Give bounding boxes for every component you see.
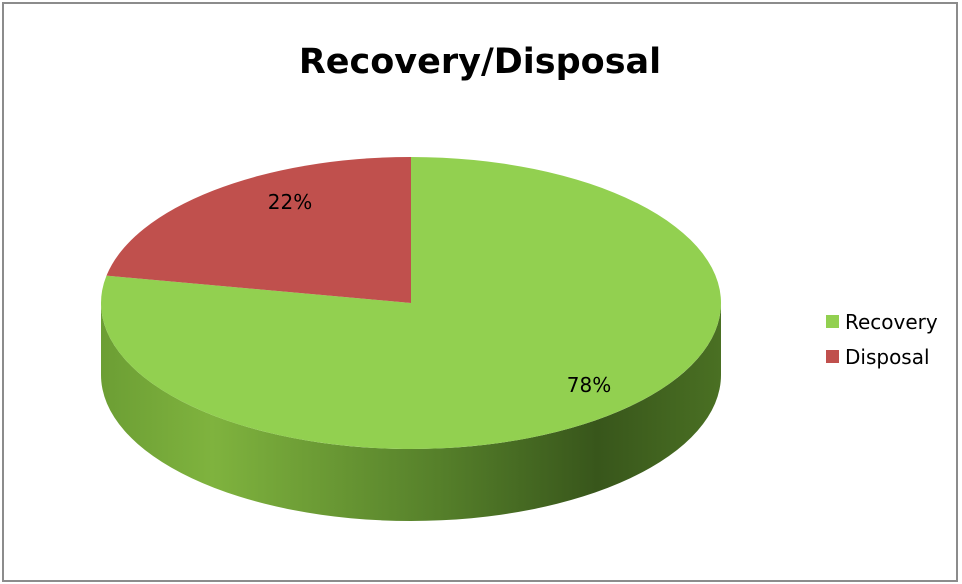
pie-slice-disposal xyxy=(106,157,412,303)
pie-slice-recovery xyxy=(100,157,721,449)
legend-swatch-recovery xyxy=(826,315,839,328)
legend-item-recovery: Recovery xyxy=(826,304,938,339)
legend-label-disposal: Disposal xyxy=(845,344,930,369)
legend: Recovery Disposal xyxy=(826,304,938,374)
pie-side-wall-recovery xyxy=(101,303,721,521)
pie-chart: 78% 22% xyxy=(100,157,721,521)
chart-title: Recovery/Disposal xyxy=(298,42,662,82)
legend-swatch-disposal xyxy=(826,350,839,363)
data-label-disposal: 22% xyxy=(268,190,312,214)
legend-label-recovery: Recovery xyxy=(845,309,938,334)
legend-item-disposal: Disposal xyxy=(826,339,938,374)
data-label-recovery: 78% xyxy=(567,373,611,397)
